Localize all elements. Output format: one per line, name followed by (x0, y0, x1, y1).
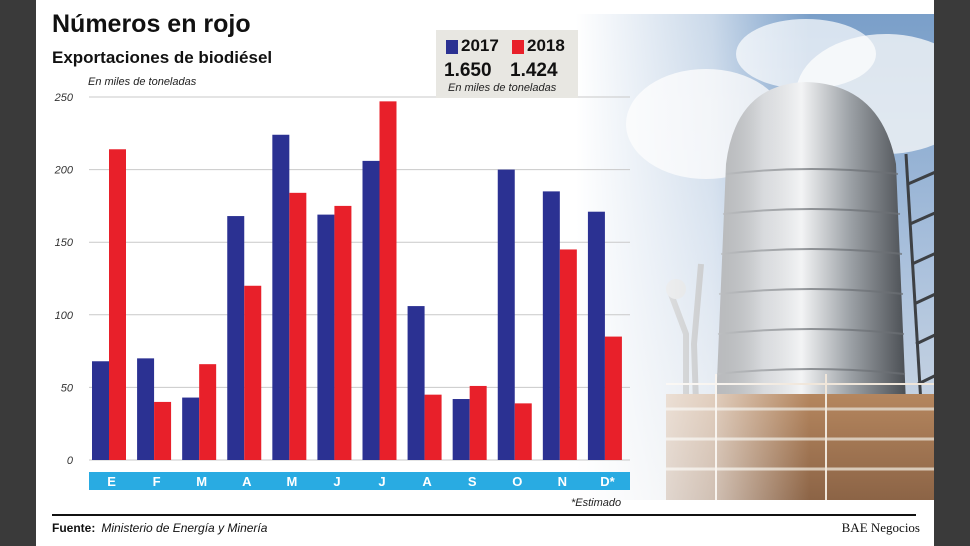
bar-2018 (154, 401, 172, 460)
x-tick-label: A (242, 474, 252, 489)
bar-2017 (272, 134, 290, 460)
x-tick-label: A (422, 474, 432, 489)
bar-2017 (362, 160, 380, 460)
month-strip (89, 472, 630, 490)
bar-2017 (497, 169, 515, 460)
bar-2017 (317, 214, 335, 460)
x-tick-label: N (558, 474, 567, 489)
bar-2018 (199, 364, 217, 460)
source-line: Fuente: Ministerio de Energía y Minería (52, 521, 267, 535)
infographic-panel: Números en rojo Exportaciones de biodiés… (36, 0, 934, 546)
brand-credit: BAE Negocios (841, 520, 920, 535)
page-title: Números en rojo (52, 10, 251, 38)
x-tick-label: M (196, 474, 207, 489)
y-axis-unit-label: En miles de toneladas (88, 76, 197, 88)
bar-2018 (559, 249, 577, 460)
bar-2017 (182, 397, 200, 460)
source-text: Ministerio de Energía y Minería (101, 521, 268, 535)
bar-2017 (587, 211, 605, 460)
y-tick-label: 250 (54, 92, 74, 104)
y-tick-label: 0 (67, 455, 74, 467)
x-tick-label: S (468, 474, 477, 489)
y-tick-label: 200 (54, 165, 74, 177)
x-tick-label: O (512, 474, 522, 489)
bar-2018 (244, 285, 262, 460)
x-tick-label: F (153, 474, 161, 489)
source-label: Fuente: (52, 521, 96, 535)
bar-2018 (334, 205, 352, 460)
x-tick-label: J (378, 474, 385, 489)
footer-divider (52, 514, 916, 516)
legend-total-2018: 1.424 (510, 60, 558, 81)
y-tick-label: 100 (55, 310, 74, 322)
legend-total-2017: 1.650 (444, 60, 492, 81)
biodiesel-bar-chart: 0 50 100 150 200 250 E F M A M J J A S O N D* (54, 92, 630, 490)
biodiesel-plant-photo (576, 14, 934, 500)
y-tick-label: 50 (61, 382, 74, 394)
bar-2017 (542, 191, 560, 460)
bar-2018 (604, 336, 622, 460)
bar-2018 (424, 394, 442, 460)
bar-2018 (289, 192, 307, 460)
bar-2017 (92, 361, 109, 460)
chart-subtitle: Exportaciones de biodiésel (52, 48, 273, 67)
bar-2017 (227, 216, 245, 460)
bar-2018 (514, 403, 532, 460)
bar-2017 (452, 399, 470, 460)
legend-swatch-2018 (512, 40, 524, 54)
x-tick-label: M (286, 474, 297, 489)
bar-2017 (407, 306, 425, 460)
legend-swatch-2017 (446, 40, 458, 54)
legend-unit-label: En miles de toneladas (448, 82, 557, 94)
legend-label-2017: 2017 (461, 36, 499, 55)
legend-label-2018: 2018 (527, 36, 565, 55)
estimate-footnote: *Estimado (571, 497, 622, 509)
bar-2018 (379, 101, 397, 460)
x-tick-label: J (333, 474, 340, 489)
bar-2017 (137, 358, 155, 460)
y-tick-label: 150 (55, 237, 74, 249)
x-tick-label: D* (600, 474, 615, 489)
bar-2018 (469, 385, 487, 460)
chart-legend: 2017 2018 1.650 1.424 En miles de tonela… (436, 30, 578, 98)
x-tick-label: E (107, 474, 116, 489)
bar-2018 (109, 149, 126, 460)
